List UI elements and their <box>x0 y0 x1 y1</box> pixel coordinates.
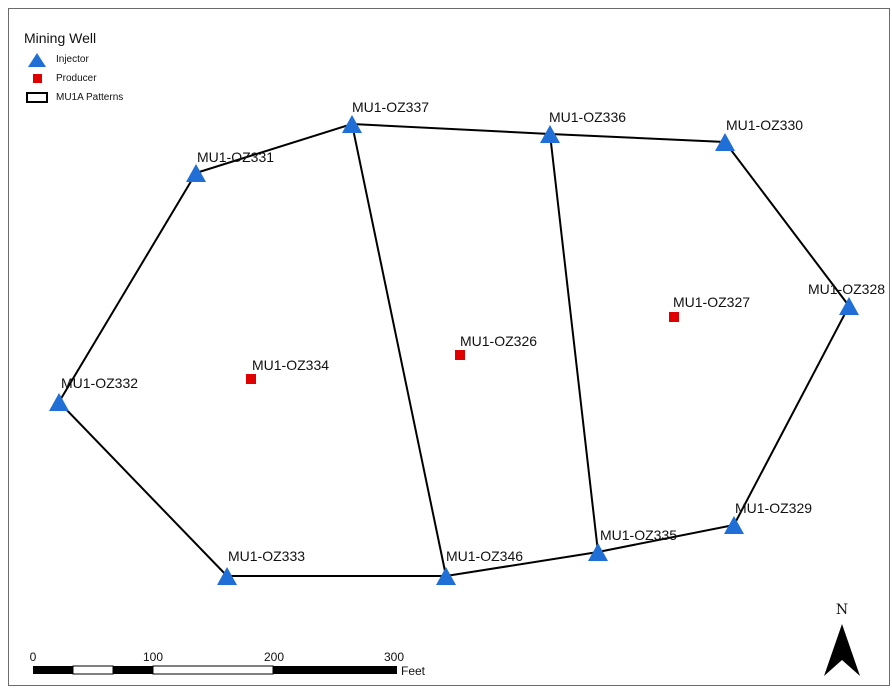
north-label: N <box>836 602 848 618</box>
producer-labels: MU1-OZ334 MU1-OZ326 MU1-OZ327 <box>252 294 750 373</box>
well-label: MU1-OZ327 <box>673 294 750 310</box>
scale-segment <box>152 665 274 675</box>
well-label: MU1-OZ337 <box>352 99 429 115</box>
legend-label: MU1A Patterns <box>56 92 124 103</box>
producer-icon[interactable] <box>669 312 679 322</box>
injector-icon[interactable] <box>342 115 362 133</box>
scale-segment <box>273 666 397 674</box>
pattern-divider-left <box>351 123 447 577</box>
well-label: MU1-OZ335 <box>600 527 677 543</box>
scale-bar: 0 100 200 300 Feet <box>30 650 426 678</box>
well-label: MU1-OZ336 <box>549 109 626 125</box>
legend-label: Injector <box>56 54 89 65</box>
well-label: MU1-OZ329 <box>735 500 812 516</box>
injector-icon[interactable] <box>839 297 859 315</box>
injector-icon[interactable] <box>186 164 206 182</box>
well-label: MU1-OZ330 <box>726 117 803 133</box>
injector-wells <box>49 115 859 585</box>
scale-segment <box>72 665 114 675</box>
injector-icon[interactable] <box>724 516 744 534</box>
pattern-outline <box>57 122 851 577</box>
legend-title: Mining Well <box>24 30 97 46</box>
scale-tick-label: 0 <box>30 650 37 664</box>
well-label: MU1-OZ328 <box>808 281 885 297</box>
scale-tick-label: 300 <box>384 650 404 664</box>
north-arrow-icon <box>824 624 860 676</box>
legend-item-injector: Injector <box>24 50 123 69</box>
outline-rectangle-icon <box>24 91 50 105</box>
well-label: MU1-OZ331 <box>197 149 274 165</box>
legend-item-producer: Producer <box>24 69 123 88</box>
producer-wells <box>246 312 679 384</box>
producer-icon[interactable] <box>246 374 256 384</box>
injector-labels: MU1-OZ331 MU1-OZ337 MU1-OZ336 MU1-OZ330 … <box>61 99 885 564</box>
scale-unit: Feet <box>401 664 426 678</box>
well-label: MU1-OZ332 <box>61 375 138 391</box>
well-label: MU1-OZ326 <box>460 333 537 349</box>
injector-icon[interactable] <box>217 567 237 585</box>
north-arrow: N <box>824 602 860 676</box>
scale-segment <box>113 666 153 674</box>
injector-icon[interactable] <box>540 125 560 143</box>
scale-tick-label: 200 <box>264 650 284 664</box>
injector-icon[interactable] <box>715 133 735 151</box>
injector-icon[interactable] <box>436 567 456 585</box>
map-legend: Mining Well Injector Producer MU1A Patte… <box>24 30 123 107</box>
scale-tick-label: 100 <box>143 650 163 664</box>
well-label: MU1-OZ334 <box>252 357 329 373</box>
pattern-divider-right <box>549 133 599 553</box>
blue-triangle-icon <box>24 52 50 67</box>
producer-icon[interactable] <box>455 350 465 360</box>
legend-item-patterns: MU1A Patterns <box>24 88 123 107</box>
well-label: MU1-OZ333 <box>228 548 305 564</box>
well-label: MU1-OZ346 <box>446 548 523 564</box>
injector-icon[interactable] <box>588 543 608 561</box>
red-square-icon <box>24 72 50 86</box>
injector-icon[interactable] <box>49 393 69 411</box>
legend-label: Producer <box>56 73 97 84</box>
scale-segment <box>33 666 73 674</box>
mu1a-pattern-lines <box>57 122 851 577</box>
